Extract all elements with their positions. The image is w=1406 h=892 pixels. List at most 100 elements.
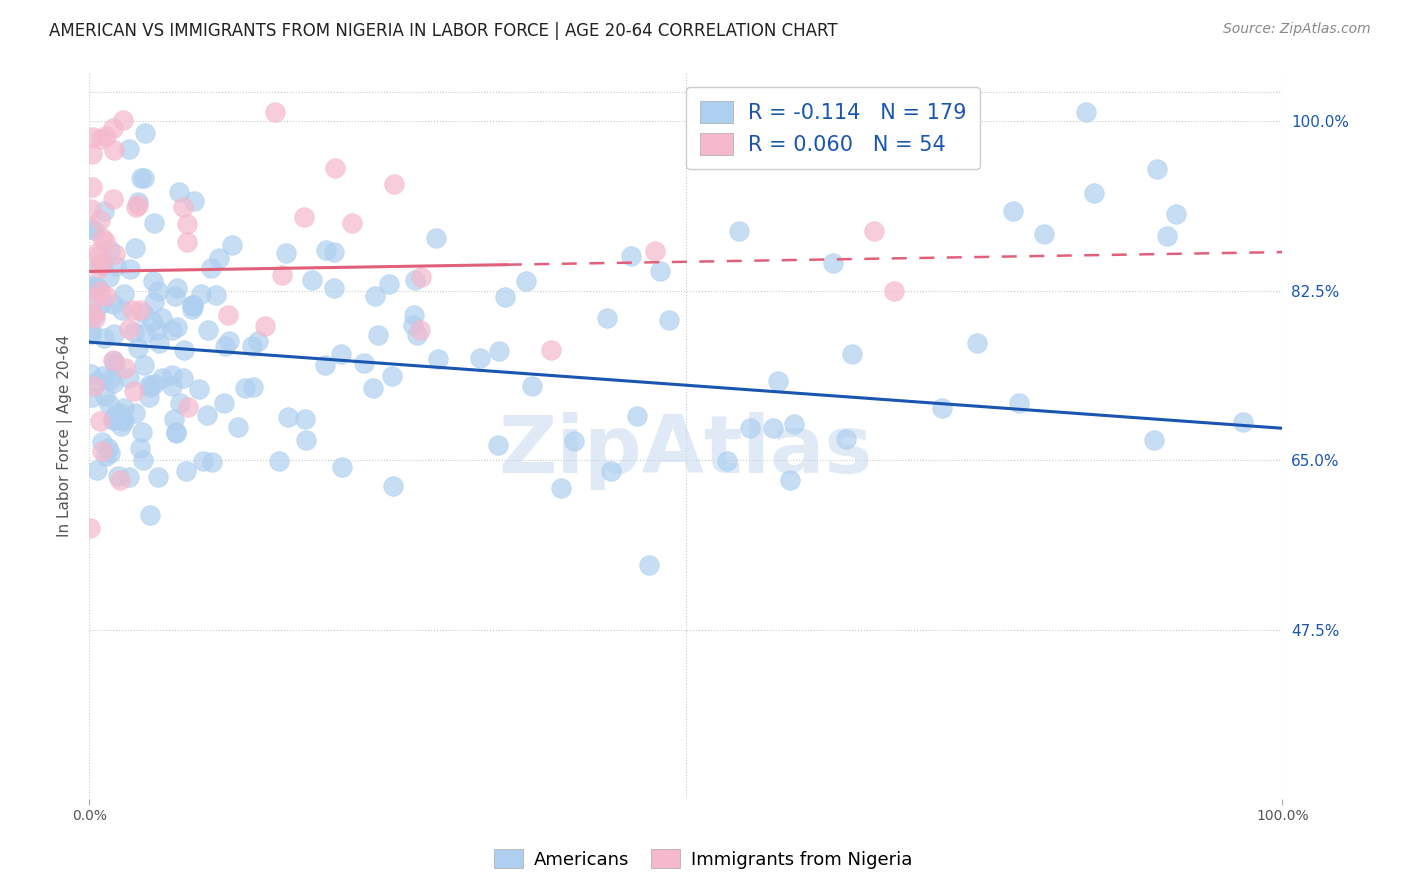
Point — [131, 453, 153, 467]
Point — [187, 382, 209, 396]
Point — [89, 213, 111, 227]
Point — [494, 291, 516, 305]
Point — [835, 432, 858, 446]
Point — [105, 408, 128, 422]
Point — [150, 371, 173, 385]
Point — [101, 296, 124, 310]
Point — [600, 464, 623, 478]
Point — [162, 378, 184, 392]
Point — [425, 231, 447, 245]
Point — [163, 412, 186, 426]
Point — [131, 305, 153, 319]
Point — [138, 378, 160, 392]
Point — [330, 459, 353, 474]
Point — [214, 339, 236, 353]
Point — [208, 251, 231, 265]
Point — [468, 351, 491, 365]
Point — [83, 307, 105, 321]
Point — [381, 369, 404, 384]
Point — [515, 274, 537, 288]
Point — [294, 433, 316, 447]
Point — [173, 343, 195, 358]
Point — [122, 384, 145, 399]
Point — [325, 161, 347, 176]
Point — [233, 381, 256, 395]
Point — [118, 470, 141, 484]
Point — [367, 328, 389, 343]
Point — [103, 326, 125, 341]
Point — [402, 308, 425, 322]
Point — [323, 245, 346, 260]
Point — [409, 269, 432, 284]
Point — [143, 216, 166, 230]
Point — [292, 210, 315, 224]
Point — [783, 417, 806, 432]
Point — [190, 287, 212, 301]
Point — [110, 418, 132, 433]
Point — [86, 463, 108, 477]
Point — [90, 256, 112, 270]
Point — [103, 354, 125, 368]
Point — [267, 454, 290, 468]
Point — [165, 425, 187, 440]
Point — [550, 482, 572, 496]
Point — [172, 371, 194, 385]
Point — [762, 420, 785, 434]
Point — [264, 104, 287, 119]
Point — [83, 223, 105, 237]
Point — [172, 200, 194, 214]
Point — [353, 356, 375, 370]
Point — [181, 301, 204, 316]
Point — [83, 281, 105, 295]
Point — [82, 130, 104, 145]
Point — [1033, 227, 1056, 241]
Point — [131, 425, 153, 439]
Point — [93, 331, 115, 345]
Point — [100, 372, 122, 386]
Point — [404, 273, 426, 287]
Point — [127, 341, 149, 355]
Point — [112, 401, 135, 415]
Point — [142, 274, 165, 288]
Point — [83, 379, 105, 393]
Point — [84, 311, 107, 326]
Point — [129, 171, 152, 186]
Point — [79, 277, 101, 292]
Y-axis label: In Labor Force | Age 20-64: In Labor Force | Age 20-64 — [58, 334, 73, 537]
Point — [104, 259, 127, 273]
Point — [108, 406, 131, 420]
Point — [129, 441, 152, 455]
Point — [427, 351, 450, 366]
Point — [242, 380, 264, 394]
Point — [382, 478, 405, 492]
Point — [146, 323, 169, 337]
Point — [90, 132, 112, 146]
Point — [93, 235, 115, 249]
Point — [103, 121, 125, 136]
Point — [626, 409, 648, 423]
Point — [127, 198, 149, 212]
Point — [90, 258, 112, 272]
Text: Source: ZipAtlas.com: Source: ZipAtlas.com — [1223, 22, 1371, 37]
Point — [364, 289, 387, 303]
Point — [112, 286, 135, 301]
Point — [142, 376, 165, 391]
Point — [1076, 104, 1098, 119]
Point — [180, 298, 202, 312]
Point — [740, 421, 762, 435]
Point — [128, 303, 150, 318]
Point — [323, 281, 346, 295]
Point — [82, 179, 104, 194]
Point — [1008, 395, 1031, 409]
Point — [91, 443, 114, 458]
Point — [124, 406, 146, 420]
Point — [863, 224, 886, 238]
Point — [104, 358, 127, 372]
Point — [87, 249, 110, 263]
Point — [728, 224, 751, 238]
Point — [165, 289, 187, 303]
Point — [146, 470, 169, 484]
Point — [82, 306, 104, 320]
Point — [271, 268, 294, 282]
Point — [104, 247, 127, 261]
